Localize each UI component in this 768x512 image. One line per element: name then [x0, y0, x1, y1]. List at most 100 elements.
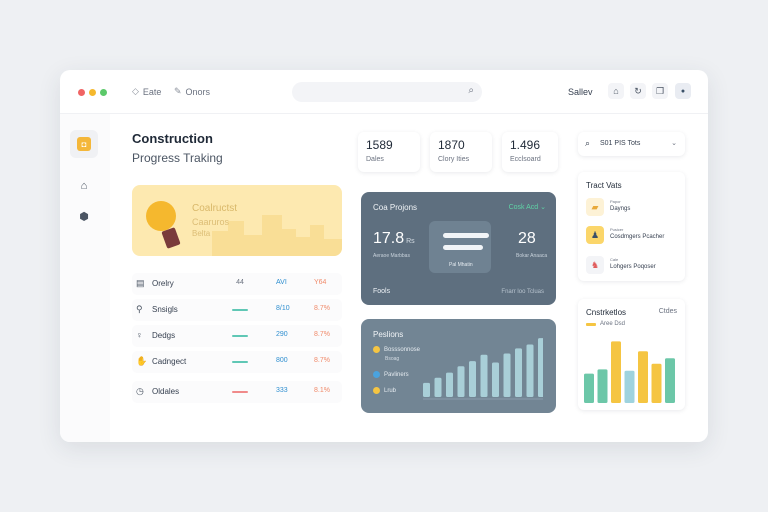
construction-chart-panel: Cnstrketlos Ctdes Aree Dsd — [578, 299, 685, 410]
person-icon: ♞ — [586, 256, 604, 274]
legend-item: Lrub — [373, 387, 396, 394]
row-name: Oldales — [152, 387, 180, 396]
card-link[interactable]: Cosk Acd ⌄ — [508, 204, 546, 211]
chart-bar — [624, 370, 635, 403]
thumb-icon: ✋ — [136, 356, 148, 366]
right-metric: 28 — [518, 230, 536, 247]
row-value-3: 8.7% — [314, 305, 330, 312]
list-item[interactable]: ♟ Pusicer Cosdmgers Pcacher — [586, 224, 678, 246]
construction-bar-chart — [584, 341, 675, 403]
center-metric-box: Pal Mhatin — [429, 221, 491, 273]
chevron-down-icon[interactable]: ⌄ — [671, 140, 677, 147]
list-item[interactable]: ♞ Cale Lohgers Poqoser — [586, 254, 678, 276]
table-row[interactable]: ◷ Oldales 333 8.1% — [132, 381, 342, 403]
card-footer-left: Fools — [373, 288, 391, 295]
brick-icon: ▰ — [586, 198, 604, 216]
stat-label: Dales — [366, 156, 384, 163]
app-window: ◇ Eate ✎ Onors ⌕ Sallev ⌂ ↻ ❐ ● ◘ ⌂ ⬢ Co… — [60, 70, 708, 442]
menu-item-onors[interactable]: ✎ Onors — [174, 86, 210, 97]
sidebar: ◘ ⌂ ⬢ — [60, 114, 110, 442]
maximize-window-button[interactable] — [100, 89, 107, 96]
filter-search-input[interactable]: ⌕ S01 PIS Tots ⌄ — [578, 132, 685, 156]
sidebar-item-buildings[interactable]: ⌂ — [70, 172, 98, 200]
progress-line — [443, 245, 483, 250]
right-metric-caption: Bokar Anaaca — [516, 253, 548, 259]
search-icon[interactable]: ⌕ — [468, 85, 474, 96]
stat-label: Clory Ities — [438, 156, 470, 163]
legend-item: Bosssonnose — [373, 346, 420, 353]
hero-line-1: Coalructst — [192, 203, 238, 214]
building-icon: ⌂ — [80, 180, 88, 192]
sidebar-item-settings[interactable]: ⬢ — [70, 202, 98, 230]
task-label: Cosdmgers Pcacher — [610, 234, 665, 240]
filter-search-text: S01 PIS Tots — [600, 140, 641, 147]
chart-bar — [446, 372, 453, 397]
task-small-label: Pusicer — [610, 227, 624, 232]
search-input[interactable]: ⌕ — [292, 82, 482, 102]
chart-bar — [611, 341, 621, 403]
legend-dot — [373, 371, 380, 378]
legend-dot — [373, 387, 380, 394]
stat-label: Ecclsoard — [510, 156, 541, 163]
table-row[interactable]: ▤ Orelry 44 AVI Y64 — [132, 273, 342, 295]
menu-item-eate[interactable]: ◇ Eate — [132, 86, 161, 97]
card-title: Peslions — [373, 330, 404, 339]
row-value-3: 8.7% — [314, 331, 330, 338]
menu-label: Onors — [185, 86, 211, 97]
minimize-window-button[interactable] — [89, 89, 96, 96]
stat-card-dales[interactable]: 1589 Dales — [358, 132, 420, 172]
row-value-2: 800 — [276, 357, 288, 364]
pen-icon: ✎ — [174, 86, 182, 96]
card-footer-right[interactable]: Fnarr loo Tcluas — [501, 289, 544, 295]
row-progress-bar — [232, 335, 248, 337]
close-window-button[interactable] — [78, 89, 85, 96]
table-row[interactable]: ⚲ Snsigls 8/10 8.7% — [132, 299, 342, 321]
title-bar: ◇ Eate ✎ Onors ⌕ Sallev ⌂ ↻ ❐ ● — [60, 70, 708, 114]
list-item[interactable]: ▰ Papor Dayngs — [586, 196, 678, 218]
row-name: Cadngect — [152, 357, 187, 366]
stat-value: 1870 — [438, 138, 465, 152]
table-row[interactable]: ✋ Cadngect 800 8.7% — [132, 351, 342, 373]
clock-icon: ◷ — [136, 386, 144, 396]
stat-card-ecclsoard[interactable]: 1.496 Ecclsoard — [502, 132, 558, 172]
skyline-illustration — [212, 215, 342, 256]
hero-line-3: Belta — [192, 229, 211, 238]
row-value-2: 333 — [276, 387, 288, 394]
chart-bar — [584, 373, 594, 403]
user-icon[interactable]: ● — [675, 83, 691, 99]
task-label: Lohgers Poqoser — [610, 264, 656, 270]
dashboard-icon: ◘ — [77, 137, 91, 151]
chart-bar — [526, 344, 534, 397]
chart-bar — [503, 353, 511, 397]
refresh-icon[interactable]: ↻ — [630, 83, 646, 99]
row-value-2: 8/10 — [276, 305, 290, 312]
layers-icon: ▤ — [136, 278, 145, 288]
panel-link[interactable]: Ctdes — [658, 308, 677, 315]
sidebar-item-dashboard[interactable]: ◘ — [70, 130, 98, 158]
chart-bar — [469, 361, 476, 397]
row-progress-bar — [232, 309, 248, 311]
positions-card: Peslions Bosssonnose Bsoag Pavliners Lru… — [361, 319, 556, 413]
chart-bar — [457, 366, 465, 397]
row-value-2: AVI — [276, 279, 287, 286]
row-name: Snsigls — [152, 305, 178, 314]
row-name: Orelry — [152, 279, 174, 288]
progress-line — [443, 233, 489, 238]
diamond-icon: ◇ — [132, 86, 139, 96]
row-progress-bar — [232, 391, 248, 393]
legend-item: Pavliners — [373, 371, 409, 378]
home-icon[interactable]: ⌂ — [608, 83, 624, 99]
copy-icon[interactable]: ❐ — [652, 83, 668, 99]
search-icon: ⌕ — [585, 138, 591, 148]
user-menu-label[interactable]: Sallev — [568, 87, 593, 97]
stat-value: 1.496 — [510, 138, 541, 152]
row-name: Dedgs — [152, 331, 176, 340]
stat-card-clory[interactable]: 1870 Clory Ities — [430, 132, 492, 172]
chart-bar — [423, 382, 430, 397]
table-row[interactable]: ♀ Dedgs 290 8.7% — [132, 325, 342, 347]
page-title: Construction — [132, 131, 213, 146]
center-caption: Pal Mhatin — [449, 262, 473, 268]
chart-bar — [538, 338, 543, 397]
tasks-panel: Tract Vats ▰ Papor Dayngs ♟ Pusicer Cosd… — [578, 172, 685, 281]
chart-bar — [597, 369, 608, 403]
